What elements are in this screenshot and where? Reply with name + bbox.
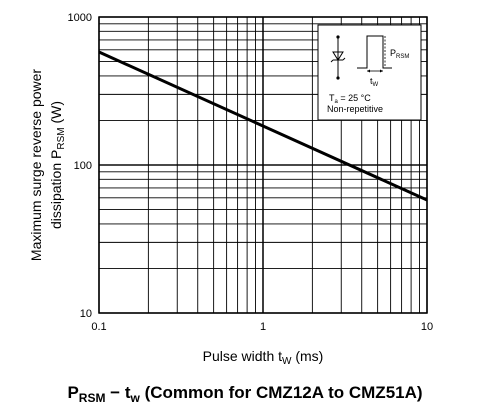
- series-layer: [98, 50, 428, 202]
- y-tick-100: 100: [74, 160, 92, 172]
- inset-box: [317, 24, 422, 121]
- inset-width-label: tW: [370, 76, 379, 88]
- y-axis-title-line2: dissipation PRSM (W): [48, 101, 67, 229]
- inset-panel: PRSM tW Ta = 25 °C Non-repetitive: [317, 24, 422, 121]
- series-line-0: [98, 50, 428, 202]
- figure-caption: PRSM − tw (Common for CMZ12A to CMZ51A): [67, 383, 422, 405]
- y-axis-title-line1: Maximum surge reverse power: [28, 69, 44, 262]
- x-tick-0.1: 0.1: [91, 321, 106, 333]
- y-tick-10: 10: [80, 308, 92, 320]
- x-tick-1: 1: [260, 321, 266, 333]
- inset-temp-label: Ta = 25 °C: [329, 93, 371, 105]
- x-axis-title: Pulse width tW (ms): [203, 348, 324, 367]
- zener-diode-icon: [330, 35, 346, 80]
- y-tick-1000: 1000: [68, 12, 92, 24]
- y-axis-title: Maximum surge reverse power dissipation …: [28, 69, 67, 262]
- pulse-waveform-icon: [357, 35, 392, 73]
- inset-pulse-label: PRSM: [390, 48, 409, 60]
- plot-frame: [98, 16, 428, 314]
- x-tick-10: 10: [421, 321, 433, 333]
- inset-mode-label: Non-repetitive: [327, 104, 383, 114]
